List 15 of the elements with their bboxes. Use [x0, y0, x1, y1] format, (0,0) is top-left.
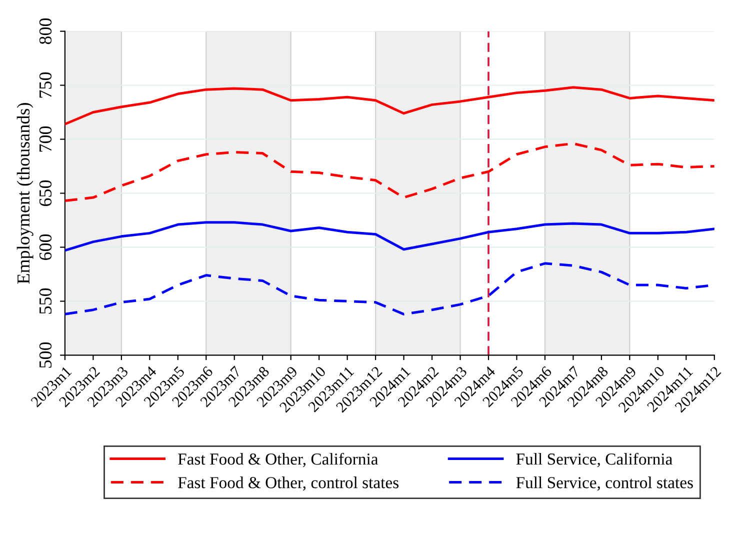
y-tick-label: 650: [39, 180, 52, 206]
y-tick-label: 700: [39, 126, 52, 152]
line-series: [64, 221, 714, 252]
legend-label: Fast Food & Other, control states: [178, 476, 398, 491]
y-tick-label: 500: [39, 342, 52, 368]
y-tick-label: 550: [39, 288, 52, 314]
legend-label: Full Service, control states: [516, 476, 693, 491]
legend-label: Fast Food & Other, California: [178, 452, 378, 468]
y-tick-label: 800: [39, 18, 52, 44]
legend-label: Full Service, California: [516, 452, 672, 468]
line-series: [64, 86, 714, 126]
line-series: [64, 142, 714, 202]
y-axis-title: Employment (thousands): [16, 103, 34, 284]
y-tick-label: 600: [39, 234, 52, 260]
y-tick-label: 750: [39, 72, 52, 98]
